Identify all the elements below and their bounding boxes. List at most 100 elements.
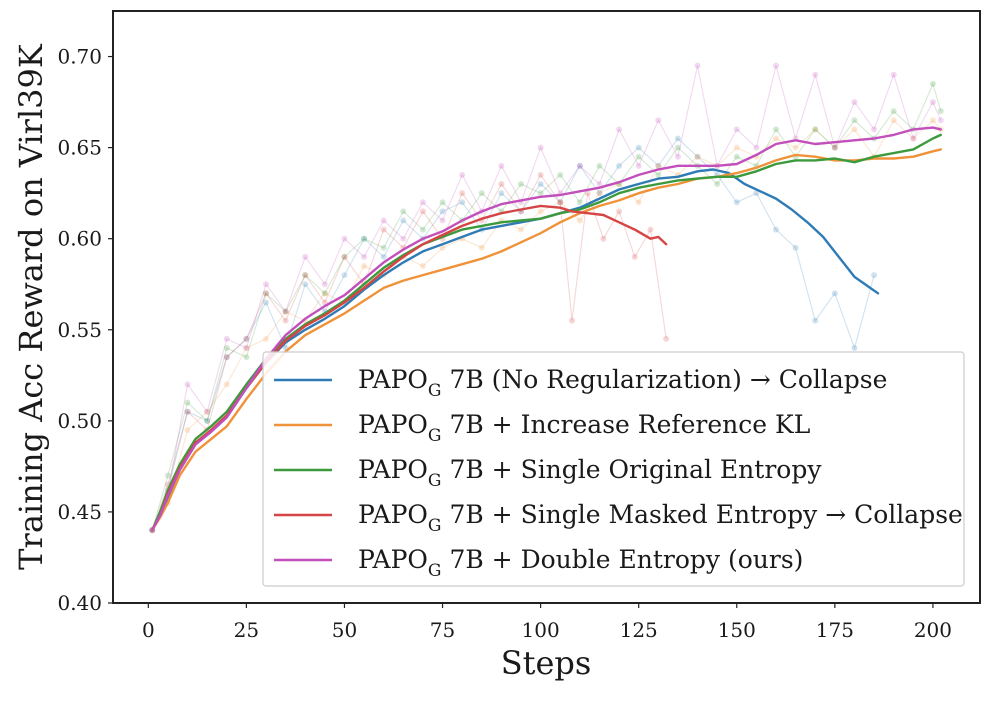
raw-point — [223, 381, 230, 388]
raw-point — [635, 153, 642, 160]
legend-label: PAPOG 7B + Single Original Entropy — [358, 455, 822, 491]
series-line-2 — [151, 133, 942, 532]
raw-point — [302, 281, 309, 288]
series-raw-4 — [149, 62, 944, 534]
legend-item: PAPOG 7B + Double Entropy (ours) — [274, 545, 803, 581]
raw-point — [831, 290, 838, 297]
raw-point — [204, 417, 211, 424]
series-line-4 — [151, 126, 942, 532]
raw-point — [459, 190, 466, 197]
raw-point — [773, 62, 779, 69]
raw-point — [576, 199, 583, 206]
raw-point — [616, 162, 623, 169]
raw-point — [655, 162, 662, 169]
raw-point — [773, 126, 779, 133]
raw-point — [655, 171, 662, 178]
raw-point — [223, 335, 230, 342]
raw-point — [498, 162, 505, 169]
series-line-3 — [151, 204, 668, 532]
raw-point — [773, 226, 779, 233]
y-tick-label: 0.50 — [57, 409, 102, 433]
raw-point — [647, 226, 654, 233]
raw-point — [282, 317, 289, 324]
raw-point — [831, 144, 838, 151]
x-tick-label: 175 — [816, 618, 854, 642]
x-tick-label: 75 — [430, 618, 455, 642]
y-tick-label: 0.65 — [57, 136, 102, 160]
raw-point — [616, 126, 623, 133]
raw-point — [557, 199, 564, 206]
raw-point — [204, 408, 211, 415]
y-tick-label: 0.55 — [57, 318, 102, 342]
raw-point — [282, 308, 289, 315]
raw-point — [321, 290, 328, 297]
x-axis-label: Steps — [501, 644, 592, 682]
raw-point — [223, 344, 230, 351]
raw-point — [263, 281, 269, 288]
x-tick-label: 150 — [718, 618, 756, 642]
raw-point — [204, 408, 211, 415]
raw-point — [694, 153, 701, 160]
legend-items: PAPOG 7B (No Regularization) → Collapse P… — [274, 365, 963, 581]
series-line-1 — [151, 148, 942, 532]
raw-point — [419, 263, 426, 270]
raw-point — [851, 99, 858, 106]
raw-point — [184, 381, 191, 388]
series-raw-line — [151, 82, 942, 531]
legend: PAPOG 7B (No Regularization) → Collapse P… — [262, 351, 965, 587]
raw-point — [380, 244, 387, 251]
raw-point — [243, 354, 250, 361]
raw-point — [635, 162, 642, 169]
raw-point — [773, 135, 779, 142]
raw-point — [871, 272, 878, 279]
raw-point — [584, 190, 591, 197]
raw-point — [302, 272, 309, 279]
raw-point — [851, 117, 858, 124]
raw-point — [302, 253, 309, 260]
raw-point — [302, 272, 309, 279]
raw-point — [263, 299, 269, 306]
raw-point — [663, 335, 670, 342]
legend-item: PAPOG 7B (No Regularization) → Collapse — [274, 365, 887, 401]
legend-label: PAPOG 7B + Single Masked Entropy → Colla… — [358, 500, 963, 536]
raw-point — [733, 199, 740, 206]
legend-label: PAPOG 7B + Double Entropy (ours) — [358, 545, 803, 581]
raw-point — [380, 226, 387, 233]
x-tick-label: 50 — [332, 618, 357, 642]
x-tick-label: 125 — [620, 618, 658, 642]
raw-point — [753, 144, 760, 151]
raw-point — [812, 126, 819, 133]
raw-point — [655, 117, 662, 124]
raw-point — [890, 71, 897, 78]
raw-point — [361, 263, 368, 270]
raw-point — [733, 144, 740, 151]
raw-point — [321, 290, 328, 297]
raw-point — [890, 117, 897, 124]
raw-point — [361, 235, 368, 242]
raw-point — [400, 208, 407, 215]
raw-point — [263, 290, 269, 297]
raw-point — [341, 253, 348, 260]
raw-point — [243, 335, 250, 342]
raw-point — [929, 99, 936, 106]
x-tick-label: 0 — [142, 618, 155, 642]
raw-point — [596, 190, 603, 197]
raw-point — [361, 253, 368, 260]
raw-point — [929, 80, 936, 87]
raw-point — [419, 226, 426, 233]
raw-point — [596, 181, 603, 188]
y-axis-label: Training Acc Reward on Virl39K — [12, 43, 50, 570]
raw-point — [694, 153, 701, 160]
raw-point — [596, 190, 603, 197]
raw-point — [929, 117, 936, 124]
raw-point — [537, 208, 544, 215]
raw-point — [733, 126, 740, 133]
raw-point — [910, 135, 917, 142]
raw-point — [223, 354, 230, 361]
legend-item: PAPOG 7B + Increase Reference KL — [274, 410, 810, 446]
raw-point — [321, 281, 328, 288]
raw-point — [890, 108, 897, 115]
raw-point — [576, 217, 583, 224]
raw-point — [694, 62, 701, 69]
